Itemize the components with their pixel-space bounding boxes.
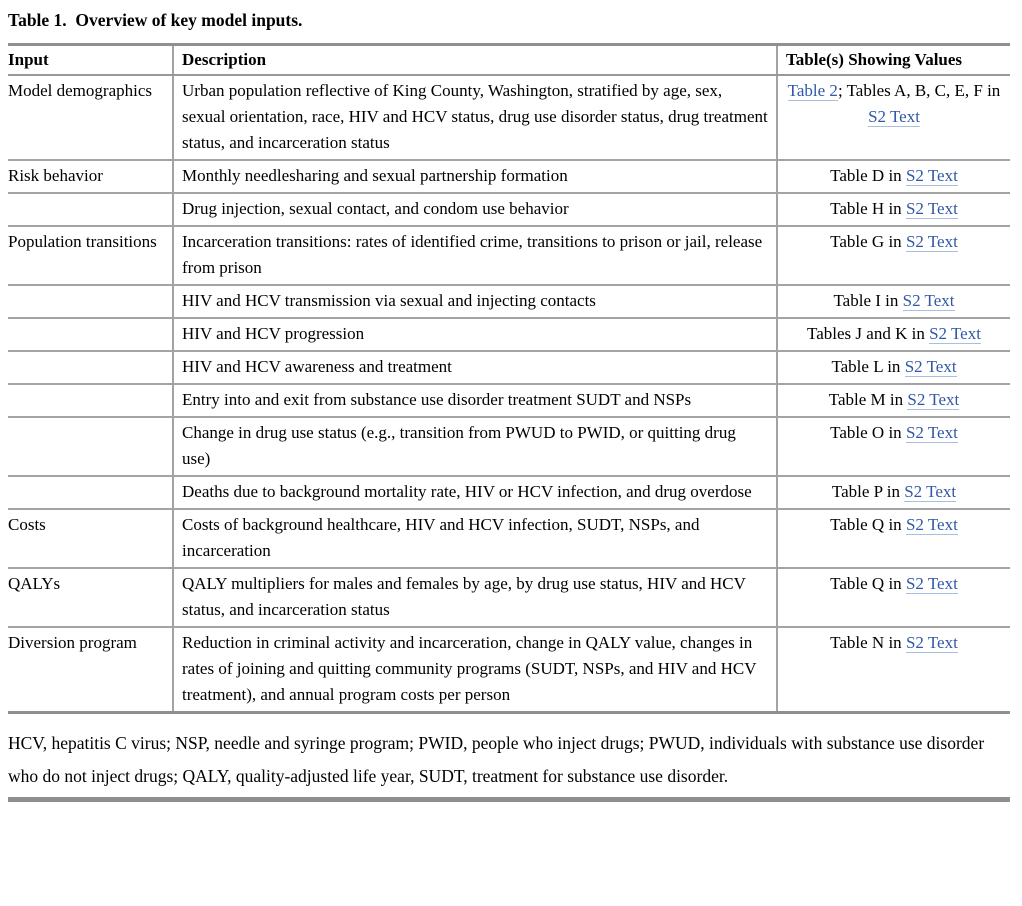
- link-s2-text[interactable]: S2 Text: [905, 574, 958, 594]
- description-cell: HIV and HCV transmission via sexual and …: [172, 284, 777, 318]
- column-header-description: Description: [172, 43, 777, 76]
- table-row: Deaths due to background mortality rate,…: [8, 475, 1010, 509]
- description-cell: QALY multipliers for males and females b…: [172, 567, 777, 627]
- tables-cell-text: Table G in: [830, 232, 906, 251]
- tables-cell: Table D in S2 Text: [776, 159, 1010, 193]
- link-table-2[interactable]: Table 2: [787, 81, 838, 101]
- table-body: Model demographics Urban population refle…: [8, 74, 1010, 714]
- input-cell: [8, 475, 173, 509]
- tables-cell: Table N in S2 Text: [776, 626, 1010, 714]
- input-cell: QALYs: [8, 567, 173, 627]
- tables-cell: Table H in S2 Text: [776, 192, 1010, 226]
- link-s2-text[interactable]: S2 Text: [904, 357, 957, 377]
- tables-cell: Table M in S2 Text: [776, 383, 1010, 417]
- tables-cell-text: Table M in: [828, 390, 908, 409]
- header-row: Input Description Table(s) Showing Value…: [8, 43, 1010, 76]
- tables-cell: Table P in S2 Text: [776, 475, 1010, 509]
- tables-cell: Table Q in S2 Text: [776, 508, 1010, 568]
- tables-cell-text: Table L in: [831, 357, 905, 376]
- description-cell: HIV and HCV awareness and treatment: [172, 350, 777, 384]
- model-inputs-table: Input Description Table(s) Showing Value…: [8, 43, 1010, 714]
- input-cell: [8, 416, 173, 476]
- description-cell: Reduction in criminal activity and incar…: [172, 626, 777, 714]
- link-s2-text[interactable]: S2 Text: [905, 199, 958, 219]
- description-cell: Change in drug use status (e.g., transit…: [172, 416, 777, 476]
- tables-cell-text: Table H in: [830, 199, 906, 218]
- input-cell: Model demographics: [8, 74, 173, 160]
- table-row: HIV and HCV progression Tables J and K in…: [8, 317, 1010, 351]
- description-cell: Costs of background healthcare, HIV and …: [172, 508, 777, 568]
- input-cell: Population transitions: [8, 225, 173, 285]
- table-row: Model demographics Urban population refle…: [8, 74, 1010, 160]
- tables-cell-text: Table D in: [830, 166, 906, 185]
- tables-cell: Tables J and K in S2 Text: [776, 317, 1010, 351]
- table-row: Drug injection, sexual contact, and cond…: [8, 192, 1010, 226]
- table-row: Diversion program Reduction in criminal a…: [8, 626, 1010, 714]
- description-cell: Entry into and exit from substance use d…: [172, 383, 777, 417]
- link-s2-text[interactable]: S2 Text: [902, 291, 955, 311]
- input-cell: [8, 383, 173, 417]
- tables-cell-text: Table Q in: [830, 515, 906, 534]
- input-cell: Diversion program: [8, 626, 173, 714]
- description-cell: Incarceration transitions: rates of iden…: [172, 225, 777, 285]
- input-cell: [8, 284, 173, 318]
- description-cell: Drug injection, sexual contact, and cond…: [172, 192, 777, 226]
- link-s2-text[interactable]: S2 Text: [905, 633, 958, 653]
- table-row: Costs Costs of background healthcare, HIV…: [8, 508, 1010, 568]
- bottom-rule: [8, 797, 1010, 802]
- tables-cell-text: Table N in: [830, 633, 906, 652]
- link-s2-text[interactable]: S2 Text: [868, 107, 920, 127]
- tables-cell: Table L in S2 Text: [776, 350, 1010, 384]
- link-s2-text[interactable]: S2 Text: [929, 324, 981, 344]
- tables-cell: Table 2; Tables A, B, C, E, F in S2 Text: [776, 74, 1010, 160]
- tables-cell-text: Table O in: [830, 423, 906, 442]
- table-title: Table 1. Overview of key model inputs.: [8, 10, 303, 30]
- input-cell: Costs: [8, 508, 173, 568]
- tables-cell-text: ; Tables A, B, C, E, F in: [837, 81, 1001, 100]
- tables-cell: Table I in S2 Text: [776, 284, 1010, 318]
- description-cell: HIV and HCV progression: [172, 317, 777, 351]
- description-cell: Monthly needlesharing and sexual partner…: [172, 159, 777, 193]
- table-row: HIV and HCV transmission via sexual and …: [8, 284, 1010, 318]
- tables-cell-text: Table I in: [833, 291, 903, 310]
- tables-cell: Table Q in S2 Text: [776, 567, 1010, 627]
- description-cell: Urban population reflective of King Coun…: [172, 74, 777, 160]
- table-row: Risk behavior Monthly needlesharing and s…: [8, 159, 1010, 193]
- tables-cell-text: Tables J and K in: [807, 324, 930, 343]
- tables-cell: Table G in S2 Text: [776, 225, 1010, 285]
- tables-cell-text: Table Q in: [830, 574, 906, 593]
- link-s2-text[interactable]: S2 Text: [905, 423, 958, 443]
- link-s2-text[interactable]: S2 Text: [905, 166, 958, 186]
- table-row: Change in drug use status (e.g., transit…: [8, 416, 1010, 476]
- input-cell: [8, 317, 173, 351]
- column-header-tables: Table(s) Showing Values: [776, 43, 1010, 76]
- table-footnote: HCV, hepatitis C virus; NSP, needle and …: [8, 733, 985, 786]
- link-s2-text[interactable]: S2 Text: [905, 232, 958, 252]
- tables-cell: Table O in S2 Text: [776, 416, 1010, 476]
- column-header-input: Input: [8, 43, 173, 76]
- link-s2-text[interactable]: S2 Text: [907, 390, 960, 410]
- table-row: QALYs QALY multipliers for males and fema…: [8, 567, 1010, 627]
- input-cell: Risk behavior: [8, 159, 173, 193]
- tables-cell-text: Table P in: [831, 482, 905, 501]
- link-s2-text[interactable]: S2 Text: [904, 482, 957, 502]
- table-row: HIV and HCV awareness and treatment Table…: [8, 350, 1010, 384]
- description-cell: Deaths due to background mortality rate,…: [172, 475, 777, 509]
- input-cell: [8, 350, 173, 384]
- input-cell: [8, 192, 173, 226]
- link-s2-text[interactable]: S2 Text: [905, 515, 958, 535]
- table-row: Entry into and exit from substance use d…: [8, 383, 1010, 417]
- table-row: Population transitions Incarceration tran…: [8, 225, 1010, 285]
